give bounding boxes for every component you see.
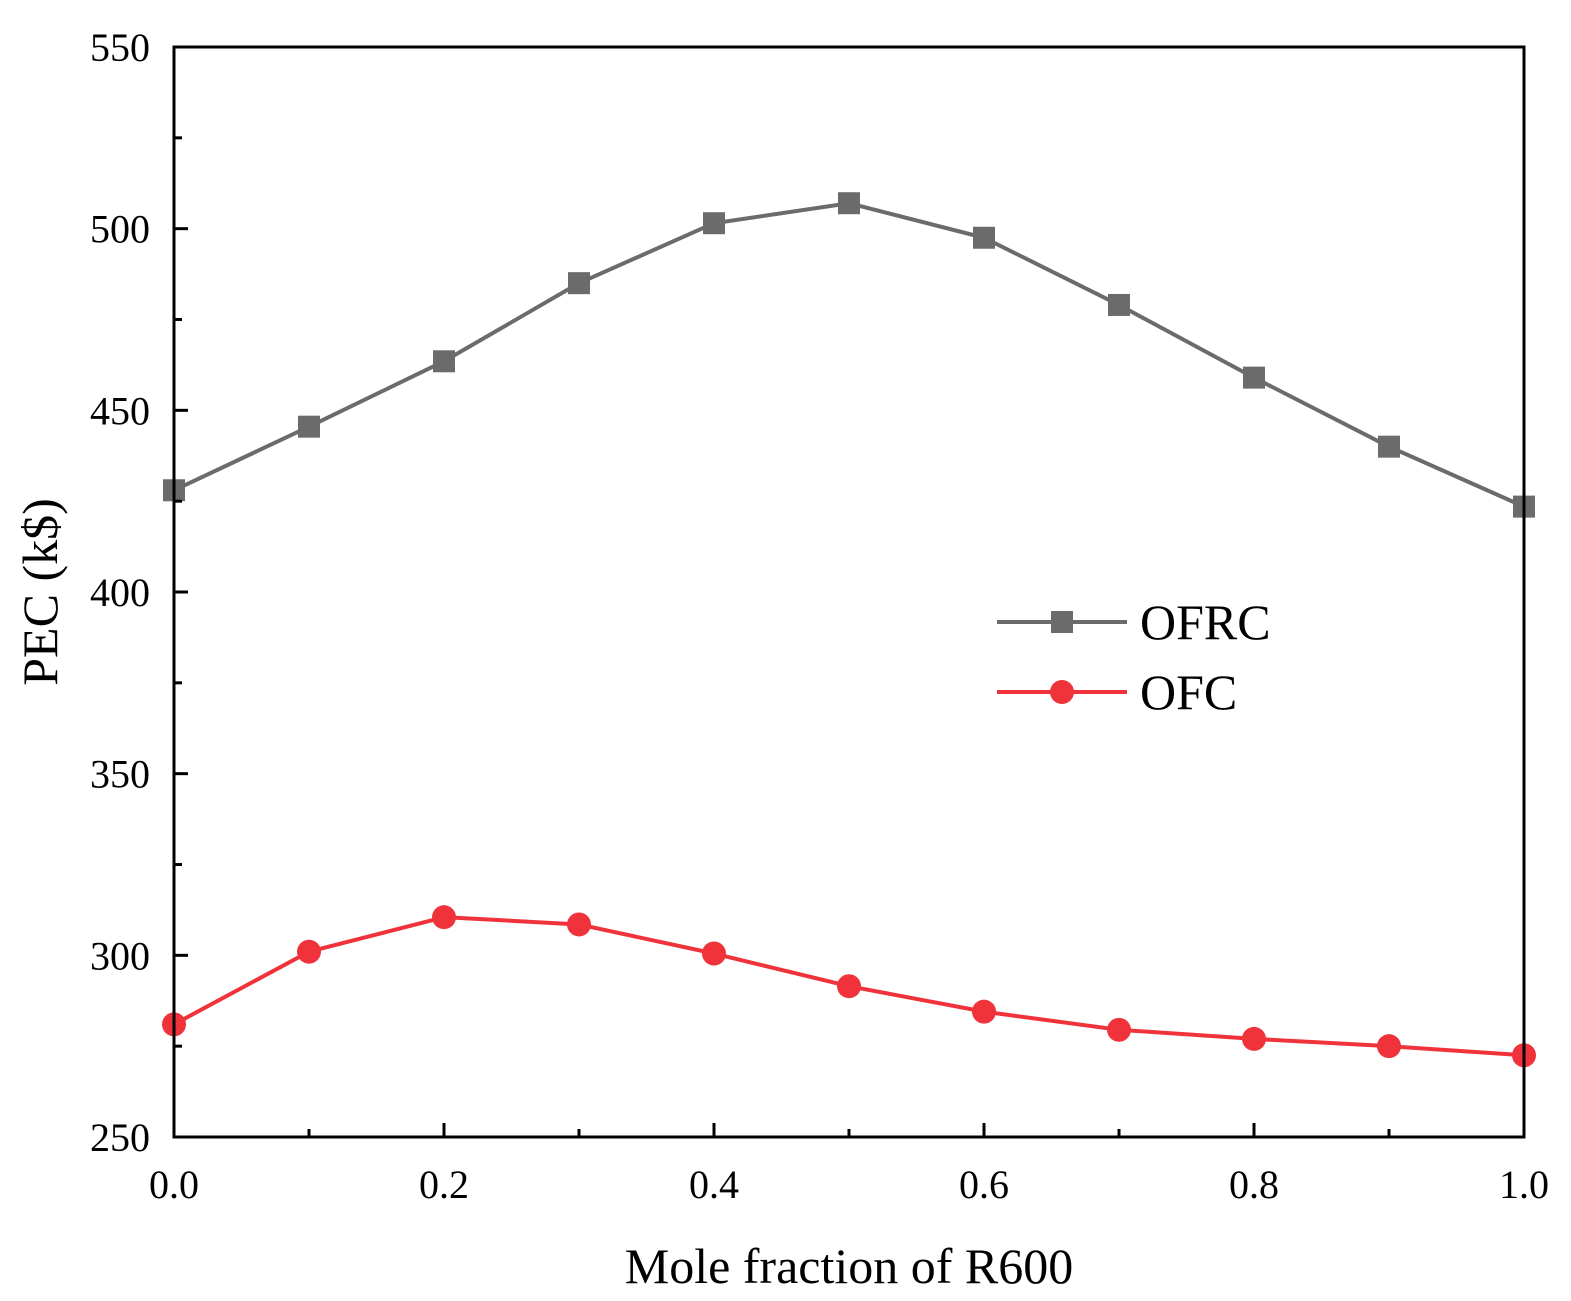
x-tick-label: 0.0 <box>149 1162 199 1207</box>
data-point-ofrc <box>433 350 455 373</box>
y-axis: 250 300 350 400 450 500 550 <box>90 25 188 1160</box>
y-tick-label: 350 <box>90 752 150 797</box>
data-point-ofc <box>972 999 996 1024</box>
x-tick-label: 0.4 <box>689 1162 739 1207</box>
data-point-ofrc <box>838 192 860 215</box>
y-tick-label: 400 <box>90 570 150 615</box>
data-point-ofc <box>702 941 726 966</box>
x-tick-label: 1.0 <box>1499 1162 1549 1207</box>
data-point-ofrc <box>298 415 320 438</box>
data-point-ofc <box>1107 1017 1131 1042</box>
y-tick-label: 250 <box>90 1115 150 1160</box>
legend: OFRC OFC <box>997 594 1271 720</box>
x-axis-title: Mole fraction of R600 <box>625 1238 1074 1294</box>
data-point-ofc <box>1242 1026 1266 1051</box>
y-tick-label: 500 <box>90 207 150 252</box>
series-line-ofrc <box>173 201 1525 509</box>
data-point-ofc <box>567 912 591 937</box>
data-point-ofc <box>432 905 456 930</box>
legend-label-ofrc: OFRC <box>1140 594 1271 650</box>
data-point-ofrc <box>973 226 995 249</box>
x-tick-label: 0.6 <box>959 1162 1009 1207</box>
legend-marker-ofc <box>1050 680 1074 704</box>
data-point-ofrc <box>1378 435 1400 458</box>
x-axis: 0.0 0.2 0.4 0.6 0.8 1.0 <box>149 1123 1549 1207</box>
data-point-ofrc <box>703 212 725 235</box>
data-point-ofrc <box>1108 293 1130 316</box>
legend-marker-ofrc <box>1051 611 1073 633</box>
data-point-ofc <box>297 939 321 964</box>
x-tick-label: 0.2 <box>419 1162 469 1207</box>
y-axis-title: PEC (k$) <box>12 498 68 686</box>
y-tick-label: 550 <box>90 25 150 70</box>
y-tick-label: 450 <box>90 388 150 433</box>
y-tick-label: 300 <box>90 933 150 978</box>
data-point-ofc <box>837 974 861 999</box>
data-point-ofc <box>1377 1034 1401 1059</box>
legend-label-ofc: OFC <box>1140 664 1237 720</box>
plot-marks <box>162 192 1536 1068</box>
x-tick-label: 0.8 <box>1229 1162 1279 1207</box>
data-point-ofrc <box>1243 366 1265 389</box>
data-point-ofrc <box>568 272 590 295</box>
